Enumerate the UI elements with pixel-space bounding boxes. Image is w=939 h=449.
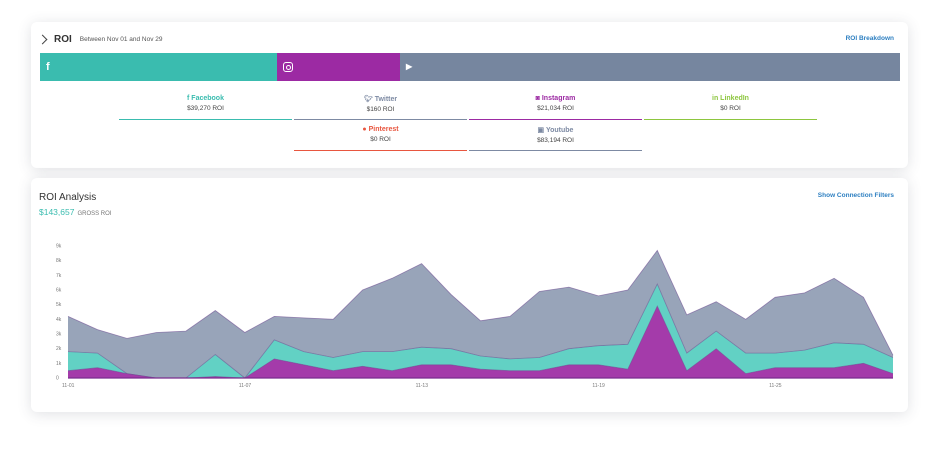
network-name: f Facebook <box>187 95 224 102</box>
network-underline <box>469 149 642 151</box>
analysis-title: ROI Analysis <box>39 192 97 203</box>
network-value: $0 ROI <box>720 105 741 112</box>
y-tick-label: 7k <box>56 273 62 279</box>
instagram-segment[interactable] <box>277 53 400 81</box>
series-area-0[interactable] <box>68 306 893 378</box>
network-value: $160 ROI <box>366 106 395 113</box>
x-tick-label: 11-25 <box>769 383 782 389</box>
gross-roi: $143,657 GROSS ROI <box>39 207 111 217</box>
instagram-icon: ◙ <box>535 95 542 102</box>
network-name: Instagram <box>541 95 576 102</box>
network-value: $0 ROI <box>370 136 391 143</box>
roi-area-chart: 0 1k 2k 3k 4k 5k 6k 7k 8k 9k 11-01 11-07 11-13 11-19 1… <box>56 244 894 389</box>
network-underline <box>644 118 817 120</box>
network-facebook[interactable]: f Facebook $39,270 ROI <box>119 93 292 120</box>
x-tick-label: 11-13 <box>416 383 429 389</box>
chevron-right-icon[interactable] <box>37 34 48 44</box>
roi-breakdown-link[interactable]: ROI Breakdown <box>845 35 894 42</box>
network-value: $39,270 ROI <box>187 105 224 112</box>
roi-share-bar: f ▶ <box>40 53 900 81</box>
series-line-1 <box>67 283 894 379</box>
roi-header[interactable]: ROI Between Nov 01 and Nov 29 <box>37 32 163 46</box>
y-tick-label: 2k <box>56 346 62 352</box>
y-tick-label: 0 <box>56 376 59 382</box>
gross-roi-value: $143,657 <box>39 207 75 217</box>
facebook-segment[interactable]: f <box>40 53 277 81</box>
network-value: $83,194 ROI <box>537 137 574 144</box>
series-line-0 <box>67 305 894 379</box>
network-value: $21,034 ROI <box>537 105 574 112</box>
network-linkedin[interactable]: in LinkedIn $0 ROI <box>644 93 817 120</box>
network-pinterest[interactable]: ● Pinterest $0 ROI <box>294 124 467 151</box>
youtube-icon: ▣ <box>537 127 546 134</box>
twitter-icon: 🐦︎ <box>363 96 375 103</box>
network-name: Youtube <box>545 127 574 134</box>
youtube-icon: ▶ <box>406 62 413 71</box>
roi-card: ROI Between Nov 01 and Nov 29 ROI Breakd… <box>31 22 908 168</box>
x-tick-label: 11-19 <box>592 383 605 389</box>
network-name: Pinterest <box>368 126 399 133</box>
network-name: in LinkedIn <box>712 95 749 102</box>
y-tick-label: 4k <box>56 317 62 323</box>
roi-analysis-card: ROI Analysis $143,657 GROSS ROI Show Conn… <box>31 178 908 412</box>
network-underline <box>469 118 642 120</box>
y-tick-label: 5k <box>56 302 62 308</box>
roi-title: ROI <box>54 33 72 45</box>
y-tick-label: 3k <box>56 332 62 338</box>
network-instagram[interactable]: ◙ Instagram $21,034 ROI <box>469 93 642 120</box>
y-tick-label: 9k <box>56 244 62 250</box>
y-tick-label: 8k <box>56 258 62 264</box>
youtube-segment[interactable]: ▶ <box>400 53 900 81</box>
instagram-icon <box>283 62 293 72</box>
roi-date-range: Between Nov 01 and Nov 29 <box>79 35 163 43</box>
y-tick-label: 6k <box>56 288 62 294</box>
series-area-2[interactable] <box>68 250 893 378</box>
series-line-2 <box>67 249 894 356</box>
show-connection-filters-link[interactable]: Show Connection Filters <box>817 192 894 199</box>
series-area-1[interactable] <box>68 284 893 378</box>
network-name: Twitter <box>374 96 398 103</box>
network-underline <box>294 149 467 151</box>
network-twitter[interactable]: 🐦︎ Twitter $160 ROI <box>294 93 467 120</box>
gross-roi-label: GROSS ROI <box>77 211 112 217</box>
facebook-icon: f <box>46 61 50 73</box>
x-tick-label: 11-07 <box>239 383 252 389</box>
pinterest-icon: ● <box>362 126 369 133</box>
network-youtube[interactable]: ▣ Youtube $83,194 ROI <box>469 124 642 151</box>
x-tick-label: 11-01 <box>62 383 75 389</box>
network-underline <box>294 118 467 120</box>
network-underline <box>119 118 292 120</box>
y-tick-label: 1k <box>56 361 62 367</box>
